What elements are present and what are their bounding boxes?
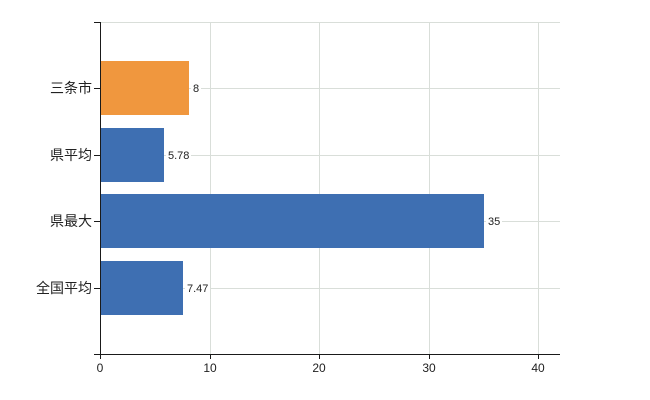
category-label: 全国平均	[36, 280, 92, 296]
bar[interactable]	[101, 194, 484, 248]
bar[interactable]	[101, 61, 189, 115]
category-label: 県平均	[50, 147, 92, 163]
x-gridline	[210, 22, 211, 354]
x-axis-tick	[210, 355, 211, 359]
x-axis-line	[94, 354, 560, 355]
bar-value-label: 35	[486, 215, 503, 229]
bar-value-label: 8	[191, 82, 202, 96]
bar[interactable]	[101, 261, 183, 315]
y-axis-tick	[94, 155, 100, 156]
bar-value-label: 7.47	[185, 282, 211, 296]
x-axis-tick-label: 20	[312, 361, 326, 375]
bar-value-label: 5.78	[166, 149, 192, 163]
y-axis-tick	[94, 221, 100, 222]
y-axis-tick	[94, 288, 100, 289]
plot-top-gridline	[100, 22, 560, 23]
category-label: 三条市	[50, 80, 92, 96]
x-axis-tick	[429, 355, 430, 359]
x-axis-tick-label: 0	[96, 361, 104, 375]
x-axis-tick-label: 40	[531, 361, 545, 375]
x-axis-tick	[538, 355, 539, 359]
x-axis-tick	[100, 355, 101, 359]
row-gridline	[100, 88, 560, 89]
x-gridline	[538, 22, 539, 354]
y-axis-top-tick	[94, 22, 100, 23]
bar[interactable]	[101, 128, 164, 182]
x-gridline	[319, 22, 320, 354]
row-gridline	[100, 155, 560, 156]
y-axis-line	[100, 22, 101, 355]
x-axis-tick	[319, 355, 320, 359]
category-label: 県最大	[50, 213, 92, 229]
x-axis-tick-label: 10	[203, 361, 217, 375]
x-axis-tick-label: 30	[422, 361, 436, 375]
x-gridline	[429, 22, 430, 354]
y-axis-tick	[94, 88, 100, 89]
row-gridline	[100, 288, 560, 289]
